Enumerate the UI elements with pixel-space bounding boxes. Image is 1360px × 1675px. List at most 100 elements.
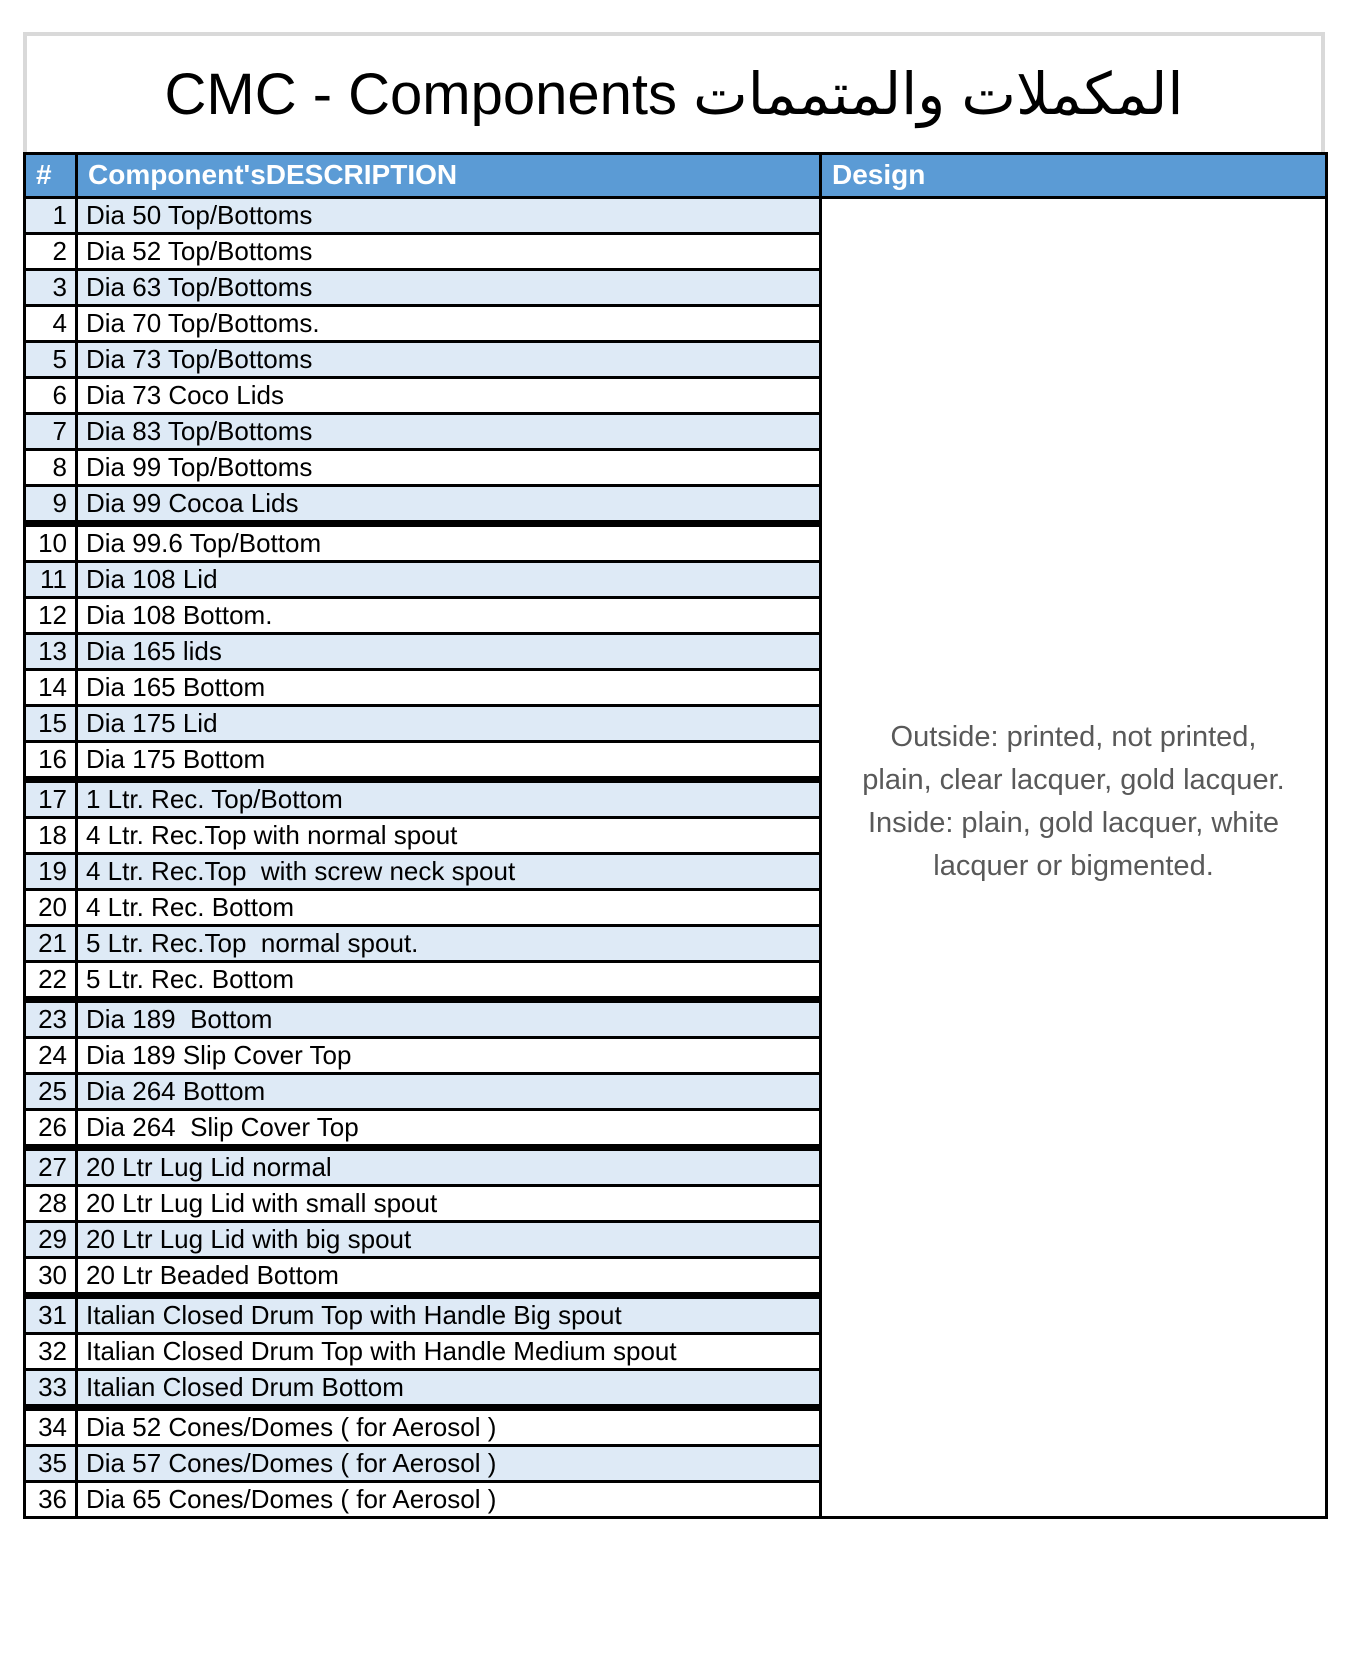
table-row: 18 4 Ltr. Rec.Top with normal spout bbox=[23, 816, 1327, 855]
table-row: 14 Dia 165 Bottom bbox=[23, 668, 1327, 707]
row-description: Dia 50 Top/Bottoms bbox=[75, 196, 822, 235]
table-row: 8 Dia 99 Top/Bottoms bbox=[23, 448, 1327, 487]
row-description: 5 Ltr. Rec. Bottom bbox=[75, 960, 822, 1001]
design-notes-line: Inside: plain, gold lacquer, white bbox=[867, 806, 1280, 839]
table-row: 15 Dia 175 Lid bbox=[23, 704, 1327, 743]
row-description: Dia 99 Top/Bottoms bbox=[75, 448, 822, 487]
table-row: 19 4 Ltr. Rec.Top with screw neck spout bbox=[23, 852, 1327, 891]
row-number: 20 bbox=[23, 888, 78, 927]
row-number: 1 bbox=[23, 196, 78, 235]
row-number: 21 bbox=[23, 924, 78, 963]
row-number: 10 bbox=[23, 520, 78, 563]
row-description: Italian Closed Drum Top with Handle Big … bbox=[75, 1292, 822, 1335]
row-description: Dia 99 Cocoa Lids bbox=[75, 484, 822, 525]
row-description: Dia 108 Bottom. bbox=[75, 596, 822, 635]
table-row: 9 Dia 99 Cocoa Lids bbox=[23, 484, 1327, 525]
row-description: Dia 52 Top/Bottoms bbox=[75, 232, 822, 271]
row-description: Dia 70 Top/Bottoms. bbox=[75, 304, 822, 343]
design-notes-line: plain, clear lacquer, gold lacquer. bbox=[862, 763, 1285, 796]
table-row: 26 Dia 264 Slip Cover Top bbox=[23, 1108, 1327, 1149]
header-number: # bbox=[23, 152, 78, 199]
table-row: 25 Dia 264 Bottom bbox=[23, 1072, 1327, 1111]
row-description: Dia 65 Cones/Domes ( for Aerosol ) bbox=[75, 1480, 822, 1519]
table-row: 23 Dia 189 Bottom bbox=[23, 996, 1327, 1039]
row-number: 11 bbox=[23, 560, 78, 599]
row-description: Italian Closed Drum Top with Handle Medi… bbox=[75, 1332, 822, 1371]
row-description: 4 Ltr. Rec. Bottom bbox=[75, 888, 822, 927]
table-row: 35 Dia 57 Cones/Domes ( for Aerosol ) bbox=[23, 1444, 1327, 1483]
table-row: 20 4 Ltr. Rec. Bottom bbox=[23, 888, 1327, 927]
row-number: 24 bbox=[23, 1036, 78, 1075]
row-number: 23 bbox=[23, 996, 78, 1039]
design-notes: Outside: printed, not printed, plain, cle… bbox=[842, 716, 1305, 888]
row-description: 20 Ltr Lug Lid with small spout bbox=[75, 1184, 822, 1223]
row-description: Dia 165 lids bbox=[75, 632, 822, 671]
design-notes-line: lacquer or bigmented. bbox=[933, 849, 1214, 882]
table-row: 13 Dia 165 lids bbox=[23, 632, 1327, 671]
row-number: 18 bbox=[23, 816, 78, 855]
table-row: 22 5 Ltr. Rec. Bottom bbox=[23, 960, 1327, 1001]
row-number: 7 bbox=[23, 412, 78, 451]
header-design: Design bbox=[819, 152, 1328, 199]
row-description: Dia 264 Bottom bbox=[75, 1072, 822, 1111]
row-description: Dia 175 Lid bbox=[75, 704, 822, 743]
table-row: 4 Dia 70 Top/Bottoms. bbox=[23, 304, 1327, 343]
row-number: 2 bbox=[23, 232, 78, 271]
row-description: Dia 189 Bottom bbox=[75, 996, 822, 1039]
row-number: 9 bbox=[23, 484, 78, 525]
row-description: Italian Closed Drum Bottom bbox=[75, 1368, 822, 1409]
table-row: 34 Dia 52 Cones/Domes ( for Aerosol ) bbox=[23, 1404, 1327, 1447]
row-number: 35 bbox=[23, 1444, 78, 1483]
row-number: 26 bbox=[23, 1108, 78, 1149]
row-description: Dia 83 Top/Bottoms bbox=[75, 412, 822, 451]
row-description: 4 Ltr. Rec.Top with screw neck spout bbox=[75, 852, 822, 891]
row-number: 3 bbox=[23, 268, 78, 307]
row-number: 31 bbox=[23, 1292, 78, 1335]
row-description: 5 Ltr. Rec.Top normal spout. bbox=[75, 924, 822, 963]
header-row: # Component'sDESCRIPTION Design bbox=[23, 152, 1328, 199]
row-number: 12 bbox=[23, 596, 78, 635]
table-row: 28 20 Ltr Lug Lid with small spout bbox=[23, 1184, 1327, 1223]
row-number: 19 bbox=[23, 852, 78, 891]
table-body: 1 Dia 50 Top/Bottoms Outside: printed, not… bbox=[23, 196, 1328, 1519]
design-notes-line: Outside: printed, not printed, bbox=[890, 720, 1257, 753]
page-title: CMC - Components المكملات والمتممات bbox=[164, 62, 1184, 127]
table-row: 36 Dia 65 Cones/Domes ( for Aerosol ) bbox=[23, 1480, 1327, 1519]
row-number: 27 bbox=[23, 1144, 78, 1187]
row-number: 14 bbox=[23, 668, 78, 707]
row-description: Dia 175 Bottom bbox=[75, 740, 822, 781]
table-row: 5 Dia 73 Top/Bottoms bbox=[23, 340, 1327, 379]
table-row: 32 Italian Closed Drum Top with Handle Me… bbox=[23, 1332, 1327, 1371]
row-number: 33 bbox=[23, 1368, 78, 1409]
table-row: 2 Dia 52 Top/Bottoms bbox=[23, 232, 1327, 271]
components-table: # Component'sDESCRIPTION Design 1 Dia 50 … bbox=[23, 152, 1328, 1519]
table-row: 31 Italian Closed Drum Top with Handle Bi… bbox=[23, 1292, 1327, 1335]
row-number: 17 bbox=[23, 776, 78, 819]
table-row: 27 20 Ltr Lug Lid normal bbox=[23, 1144, 1327, 1187]
row-description: Dia 63 Top/Bottoms bbox=[75, 268, 822, 307]
row-number: 5 bbox=[23, 340, 78, 379]
row-number: 6 bbox=[23, 376, 78, 415]
table-row: 33 Italian Closed Drum Bottom bbox=[23, 1368, 1327, 1409]
row-description: Dia 189 Slip Cover Top bbox=[75, 1036, 822, 1075]
table-row: 12 Dia 108 Bottom. bbox=[23, 596, 1327, 635]
row-description: Dia 165 Bottom bbox=[75, 668, 822, 707]
row-description: 4 Ltr. Rec.Top with normal spout bbox=[75, 816, 822, 855]
table-row: 30 20 Ltr Beaded Bottom bbox=[23, 1256, 1327, 1297]
row-description: 20 Ltr Lug Lid with big spout bbox=[75, 1220, 822, 1259]
table-row: 17 1 Ltr. Rec. Top/Bottom bbox=[23, 776, 1327, 819]
row-description: Dia 108 Lid bbox=[75, 560, 822, 599]
table-row: 21 5 Ltr. Rec.Top normal spout. bbox=[23, 924, 1327, 963]
row-number: 32 bbox=[23, 1332, 78, 1371]
header-description: Component'sDESCRIPTION bbox=[75, 152, 822, 199]
row-number: 36 bbox=[23, 1480, 78, 1519]
row-number: 22 bbox=[23, 960, 78, 1001]
row-number: 34 bbox=[23, 1404, 78, 1447]
row-description: 20 Ltr Lug Lid normal bbox=[75, 1144, 822, 1187]
table-row: 10 Dia 99.6 Top/Bottom bbox=[23, 520, 1327, 563]
row-description: Dia 73 Coco Lids bbox=[75, 376, 822, 415]
row-number: 16 bbox=[23, 740, 78, 781]
row-description: 1 Ltr. Rec. Top/Bottom bbox=[75, 776, 822, 819]
row-number: 13 bbox=[23, 632, 78, 671]
